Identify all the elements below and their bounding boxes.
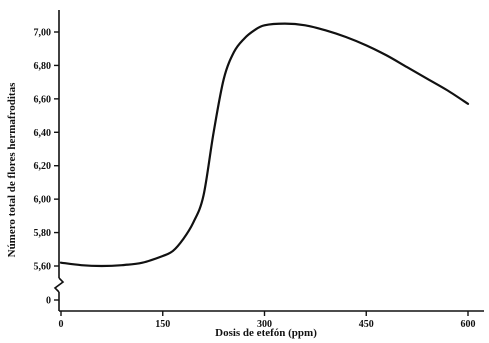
y-tick-label: 0: [46, 296, 51, 307]
x-tick-label: 300: [257, 319, 272, 330]
series-line: [59, 22, 470, 268]
x-tick-label: 0: [59, 319, 64, 330]
y-tick-label: 6,80: [34, 61, 52, 72]
y-tick-label: 6,60: [34, 94, 52, 105]
ticks: 0 5,60 5,80 6,00 6,20 6,40 6,60 6,80 7,00 0 150 300…: [34, 28, 476, 331]
y-axis-break: [53, 277, 65, 293]
y-tick-label: 6,20: [34, 161, 52, 172]
x-axis-label: Dosis de etefón (ppm): [215, 327, 317, 339]
y-axis-label: Número total de flores hermafroditas: [6, 82, 18, 257]
axes: [53, 10, 484, 312]
series: [59, 22, 470, 268]
y-tick-label: 6,00: [34, 195, 52, 206]
y-tick-label: 7,00: [34, 28, 52, 39]
x-tick-label: 450: [359, 319, 374, 330]
y-tick-label: 5,80: [34, 228, 52, 239]
x-tick-label: 600: [461, 319, 476, 330]
y-tick-label: 6,40: [34, 128, 52, 139]
x-tick-label: 150: [155, 319, 170, 330]
y-tick-label: 5,60: [34, 262, 52, 273]
